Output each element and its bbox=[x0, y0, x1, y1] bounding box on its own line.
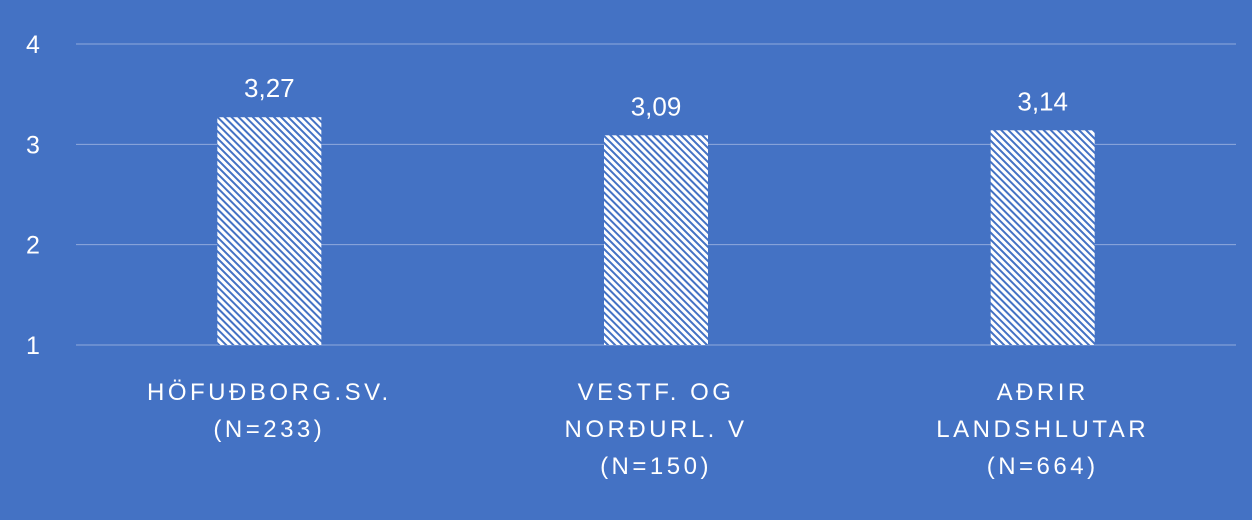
x-axis-ticks: HÖFUÐBORG.SV. (N=233) VESTF. OG NORÐURL. V (… bbox=[147, 379, 1149, 480]
x-tick-label-line: AÐRIR bbox=[997, 379, 1089, 406]
x-tick-label-line: (N=150) bbox=[600, 453, 712, 480]
bar bbox=[604, 135, 708, 345]
x-tick-label-line: (N=664) bbox=[987, 453, 1099, 480]
x-tick-label-line: NORÐURL. V bbox=[564, 416, 747, 443]
x-tick-label: HÖFUÐBORG.SV. (N=233) bbox=[147, 379, 392, 443]
x-tick-label-line: VESTF. OG bbox=[578, 379, 735, 406]
data-label: 3,14 bbox=[1017, 86, 1068, 116]
x-tick-label: AÐRIR LANDSHLUTAR (N=664) bbox=[936, 379, 1149, 480]
y-tick-label: 4 bbox=[26, 31, 40, 59]
y-axis-ticks: 1 2 3 4 bbox=[26, 31, 40, 360]
x-tick-label-line: LANDSHLUTAR bbox=[936, 416, 1149, 443]
bars bbox=[217, 117, 1095, 345]
data-label: 3,09 bbox=[631, 91, 682, 121]
y-tick-label: 2 bbox=[26, 232, 40, 260]
data-labels: 3,27 3,09 3,14 bbox=[244, 73, 1068, 121]
bar bbox=[990, 130, 1095, 345]
y-tick-label: 3 bbox=[26, 131, 40, 159]
x-tick-label: VESTF. OG NORÐURL. V (N=150) bbox=[564, 379, 747, 480]
y-tick-label: 1 bbox=[26, 332, 40, 360]
x-tick-label-line: (N=233) bbox=[213, 416, 325, 443]
bar bbox=[217, 117, 322, 345]
data-label: 3,27 bbox=[244, 73, 295, 103]
x-tick-label-line: HÖFUÐBORG.SV. bbox=[147, 379, 392, 406]
